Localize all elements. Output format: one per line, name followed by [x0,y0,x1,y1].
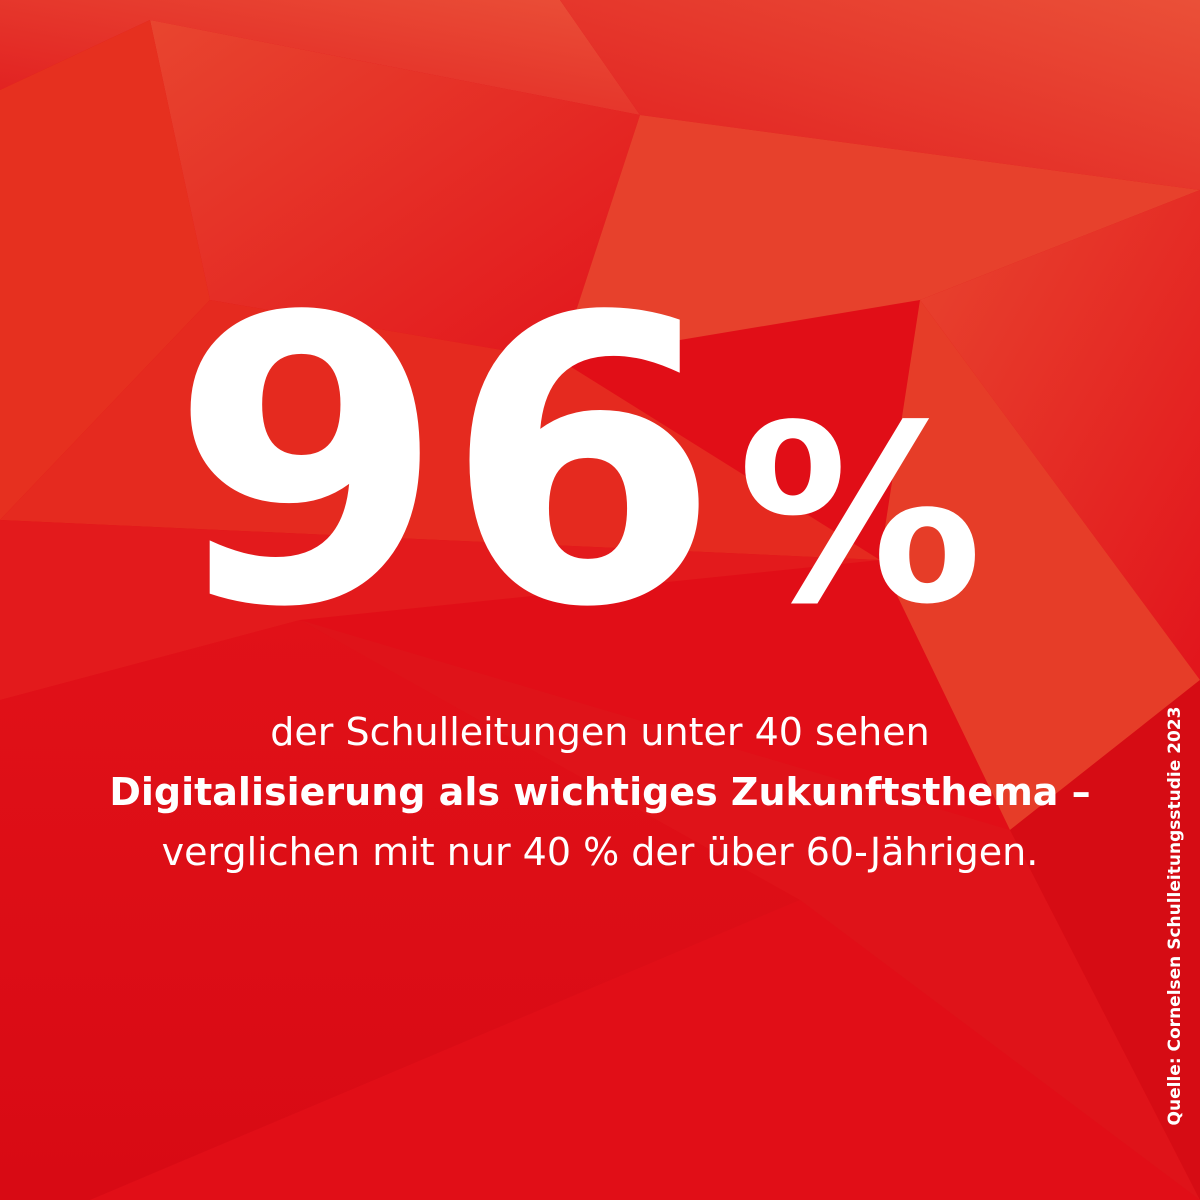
headline-number: 96 [170,234,720,694]
statement-line: der Schulleitungen unter 40 sehen [270,710,929,754]
statement-line: verglichen mit nur 40 % der über 60-Jähr… [162,830,1039,874]
statement-line-bold: Digitalisierung als wichtiges Zukunftsth… [109,770,1090,814]
headline-unit: % [737,373,982,658]
source: Quelle: Cornelsen Schulleitungsstudie 20… [1165,707,1185,1126]
